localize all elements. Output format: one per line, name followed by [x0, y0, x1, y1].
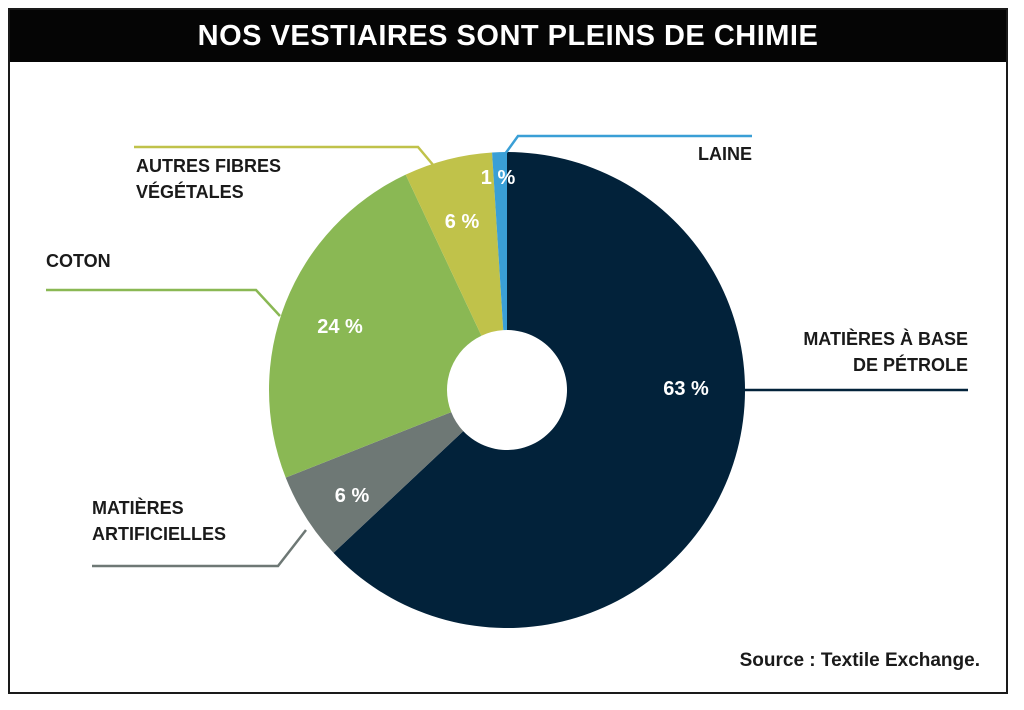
slice-label-3: AUTRES FIBRES VÉGÉTALES [136, 156, 281, 202]
slice-value-4: 1 % [481, 167, 516, 189]
slice-2 [269, 174, 482, 478]
leader-line-1 [92, 529, 307, 568]
slice-label-2: COTON [46, 251, 111, 271]
leader-line-3 [134, 145, 435, 167]
slice-value-0: 63 % [663, 378, 709, 400]
leader-line-4 [503, 134, 752, 155]
slice-1 [285, 412, 464, 553]
slice-label-0: MATIÈRES À BASE DE PÉTROLE [803, 328, 968, 375]
source-note: Source : Textile Exchange. [739, 650, 980, 671]
slice-label-1: MATIÈRES ARTIFICIELLES [92, 497, 226, 544]
slice-3 [405, 152, 504, 336]
slice-value-2: 24 % [317, 316, 363, 338]
title-bar: NOS VESTIAIRES SONT PLEINS DE CHIMIE [10, 10, 1006, 62]
slice-value-3: 6 % [445, 211, 480, 233]
slice-value-1: 6 % [335, 485, 370, 507]
slice-0 [333, 152, 745, 628]
slice-label-4: LAINE [698, 144, 752, 164]
slice-4 [492, 152, 507, 331]
chart-title: NOS VESTIAIRES SONT PLEINS DE CHIMIE [197, 19, 819, 52]
leader-line-2 [46, 288, 281, 317]
